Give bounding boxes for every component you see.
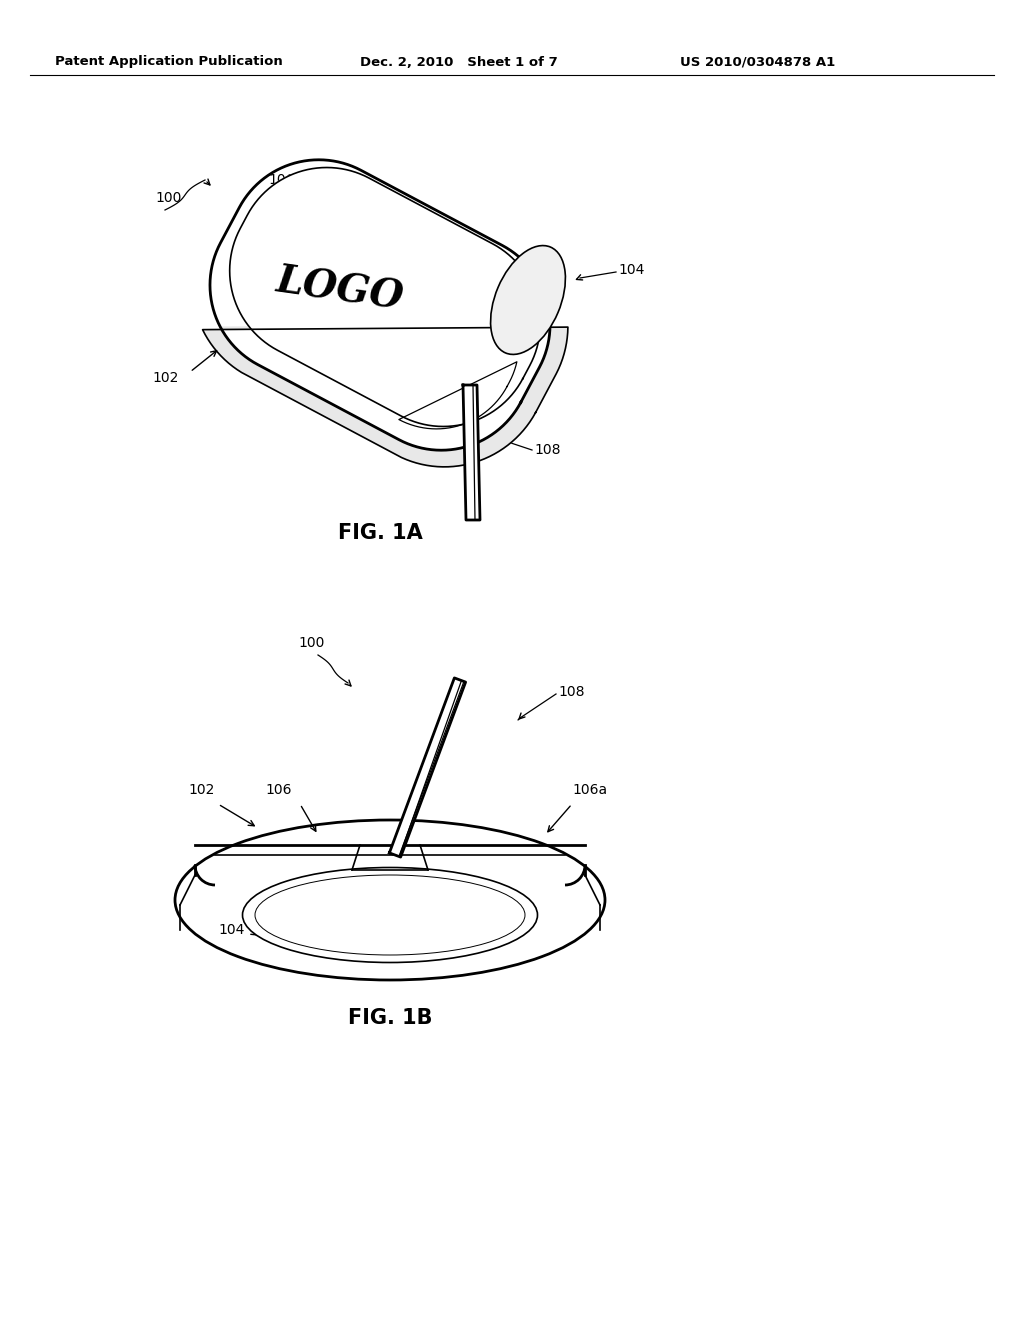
Polygon shape: [203, 325, 568, 467]
Polygon shape: [463, 385, 480, 520]
Polygon shape: [229, 168, 541, 426]
Text: 104: 104: [618, 263, 644, 277]
Polygon shape: [210, 160, 550, 450]
Ellipse shape: [175, 820, 605, 979]
Text: 106a: 106a: [572, 783, 607, 797]
Polygon shape: [389, 678, 466, 857]
Text: LOGO: LOGO: [273, 263, 407, 318]
Text: Patent Application Publication: Patent Application Publication: [55, 55, 283, 69]
Ellipse shape: [490, 246, 565, 355]
Text: 104: 104: [218, 923, 245, 937]
Text: US 2010/0304878 A1: US 2010/0304878 A1: [680, 55, 836, 69]
Ellipse shape: [243, 867, 538, 962]
Text: 100: 100: [155, 191, 181, 205]
Text: 100: 100: [298, 636, 325, 649]
Text: 108: 108: [558, 685, 585, 700]
Text: FIG. 1B: FIG. 1B: [348, 1008, 432, 1028]
Text: Dec. 2, 2010   Sheet 1 of 7: Dec. 2, 2010 Sheet 1 of 7: [360, 55, 558, 69]
Text: FIG. 1A: FIG. 1A: [338, 523, 422, 543]
Text: 102: 102: [188, 783, 214, 797]
Text: 108: 108: [534, 444, 560, 457]
Text: 106: 106: [268, 173, 295, 187]
Text: 106: 106: [265, 783, 292, 797]
Ellipse shape: [255, 875, 525, 954]
Text: 102: 102: [152, 371, 178, 385]
